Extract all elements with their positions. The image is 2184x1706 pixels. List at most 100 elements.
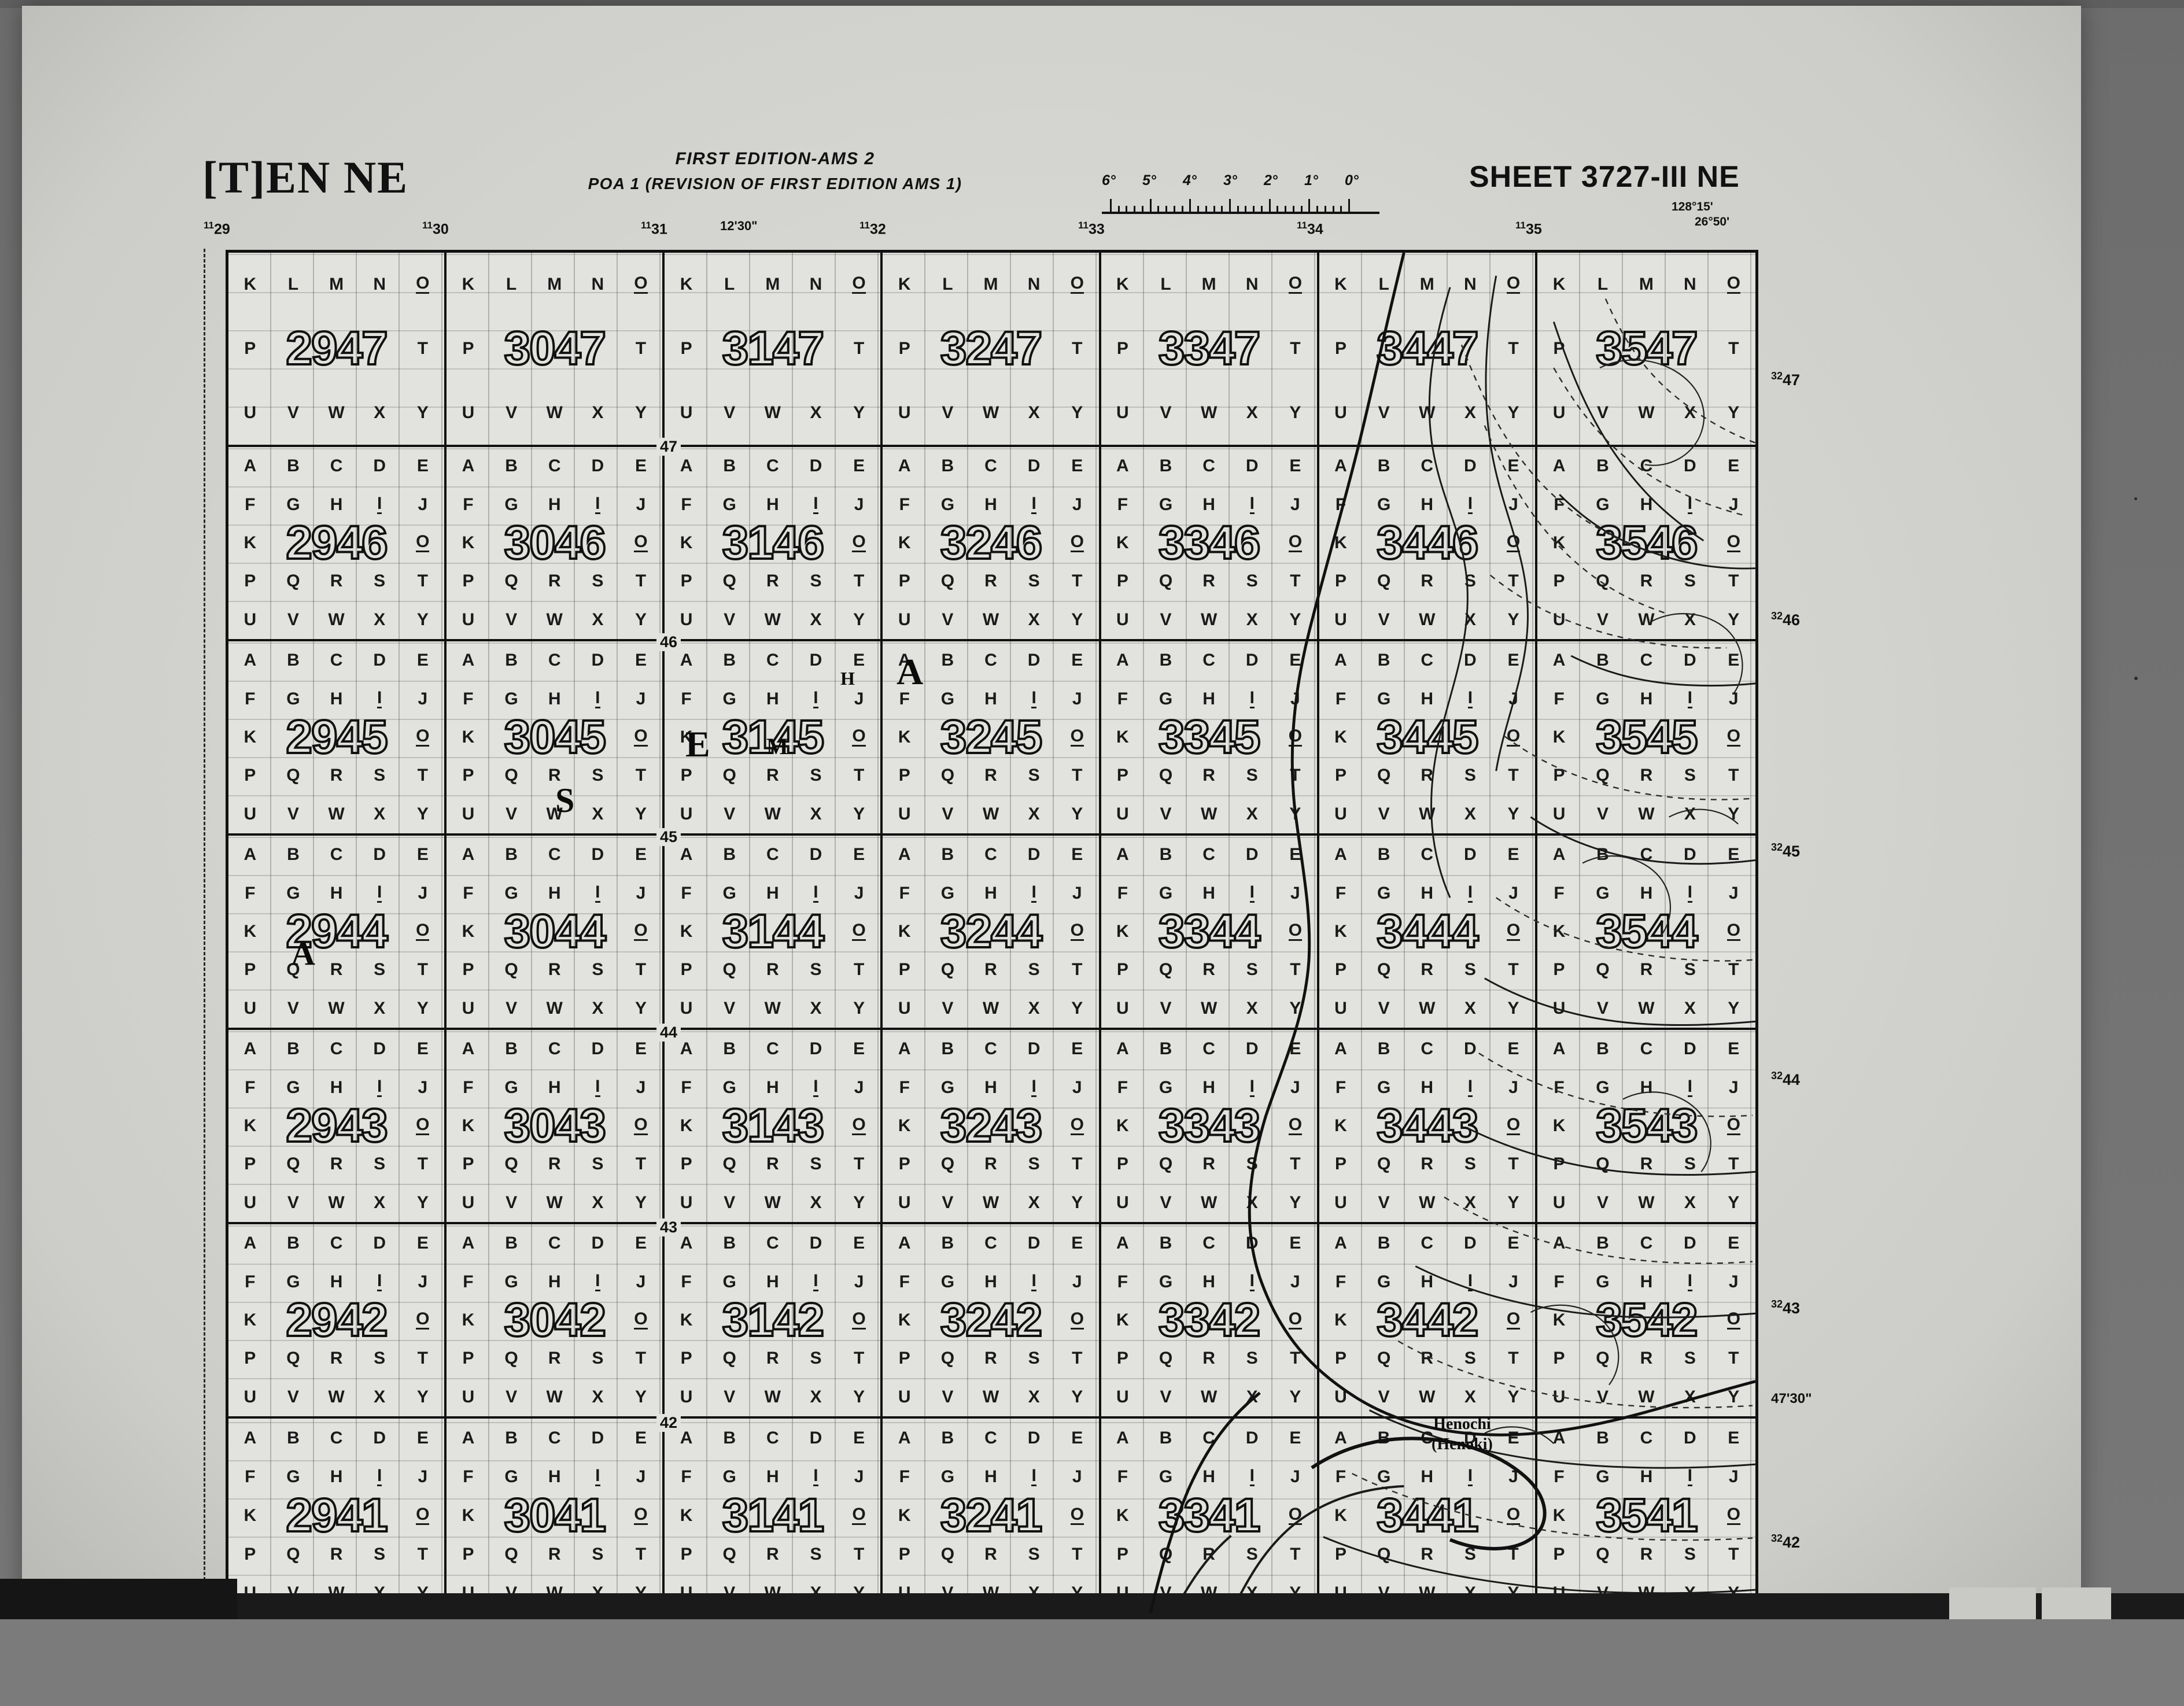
grid-letter: T bbox=[1072, 1349, 1083, 1368]
grid-letter: W bbox=[328, 403, 345, 422]
declination-tick bbox=[1189, 199, 1191, 214]
grid-letter: S bbox=[1684, 766, 1696, 785]
grid-letter: E bbox=[1728, 845, 1740, 865]
grid-letter: A bbox=[462, 456, 475, 476]
grid-letter: W bbox=[1638, 804, 1655, 824]
grid-letter: F bbox=[1554, 1467, 1565, 1486]
grid-letter: R bbox=[548, 1154, 561, 1174]
grid-letter: C bbox=[330, 1234, 343, 1253]
grid-letter: X bbox=[1684, 403, 1696, 422]
grid-letter: Y bbox=[1071, 998, 1083, 1018]
grid-letter: M bbox=[983, 275, 998, 294]
grid-letter: R bbox=[548, 571, 561, 591]
grid-letter: X bbox=[1464, 1192, 1476, 1212]
grid-letter: O bbox=[1506, 1504, 1521, 1525]
grid-letter: W bbox=[1419, 403, 1436, 422]
grid-letter: R bbox=[330, 1154, 343, 1174]
grid-letter: D bbox=[373, 456, 386, 476]
grid-letter: S bbox=[810, 1154, 822, 1174]
grid-letter: W bbox=[764, 804, 781, 824]
grid-letter: H bbox=[548, 1077, 561, 1097]
grid-letter: X bbox=[1028, 1387, 1040, 1406]
grid-letter: H bbox=[548, 1467, 561, 1486]
declination-tick bbox=[1340, 206, 1342, 214]
grid-letter: T bbox=[853, 571, 865, 591]
grid-letter: J bbox=[636, 494, 646, 514]
grid-letter: Y bbox=[1728, 610, 1740, 629]
grid-letter: C bbox=[1202, 1234, 1215, 1253]
grid-letter: G bbox=[1596, 883, 1610, 903]
grid-letter: A bbox=[680, 1039, 693, 1059]
grid-letter: L bbox=[1160, 275, 1171, 294]
grid-letter: K bbox=[1552, 921, 1566, 941]
grid-letter: E bbox=[634, 1428, 647, 1447]
grid-letter: H bbox=[984, 883, 997, 903]
grid-letter: D bbox=[591, 845, 604, 865]
grid-letter: T bbox=[1290, 766, 1301, 785]
grid-letter: O bbox=[1288, 1504, 1303, 1525]
grid-letter: G bbox=[1159, 494, 1173, 514]
grid-letter: F bbox=[899, 1077, 910, 1097]
grid-letter: G bbox=[1159, 689, 1173, 708]
grid-letter: E bbox=[1289, 1234, 1301, 1253]
grid-letter: Q bbox=[722, 571, 736, 591]
grid-letter: W bbox=[1200, 1387, 1218, 1406]
grid-letter: K bbox=[898, 921, 911, 941]
grid-letter: D bbox=[373, 1039, 386, 1059]
grid-letter: C bbox=[1640, 456, 1653, 476]
grid-letter: Q bbox=[1596, 1545, 1610, 1564]
grid-letter: S bbox=[374, 1154, 386, 1174]
grid-letter: J bbox=[1290, 1272, 1300, 1291]
grid-letter: D bbox=[1464, 1039, 1477, 1059]
grid-letter: Y bbox=[853, 998, 865, 1018]
